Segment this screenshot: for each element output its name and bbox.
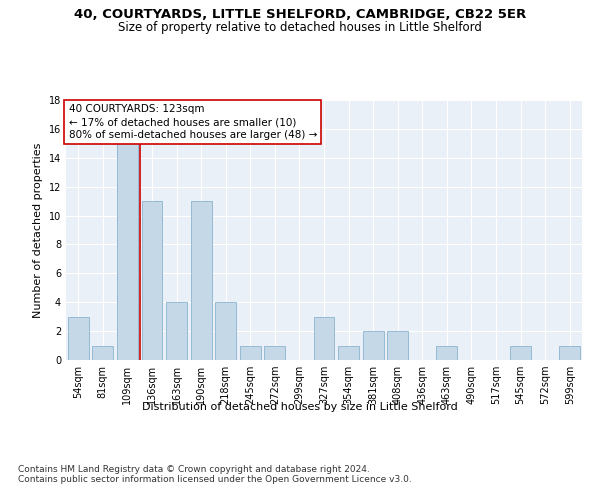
Text: 40 COURTYARDS: 123sqm
← 17% of detached houses are smaller (10)
80% of semi-deta: 40 COURTYARDS: 123sqm ← 17% of detached …	[68, 104, 317, 141]
Bar	[92, 346, 113, 360]
Bar	[166, 302, 187, 360]
Text: Distribution of detached houses by size in Little Shelford: Distribution of detached houses by size …	[142, 402, 458, 412]
Bar	[265, 346, 286, 360]
Bar	[436, 346, 457, 360]
Bar	[215, 302, 236, 360]
Bar	[510, 346, 531, 360]
Text: Size of property relative to detached houses in Little Shelford: Size of property relative to detached ho…	[118, 22, 482, 35]
Bar	[191, 201, 212, 360]
Bar	[142, 201, 163, 360]
Bar	[362, 331, 383, 360]
Text: Contains HM Land Registry data © Crown copyright and database right 2024.
Contai: Contains HM Land Registry data © Crown c…	[18, 465, 412, 484]
Y-axis label: Number of detached properties: Number of detached properties	[33, 142, 43, 318]
Bar	[314, 316, 334, 360]
Bar	[117, 144, 138, 360]
Bar	[68, 316, 89, 360]
Bar	[240, 346, 261, 360]
Bar	[387, 331, 408, 360]
Bar	[338, 346, 359, 360]
Bar	[559, 346, 580, 360]
Text: 40, COURTYARDS, LITTLE SHELFORD, CAMBRIDGE, CB22 5ER: 40, COURTYARDS, LITTLE SHELFORD, CAMBRID…	[74, 8, 526, 20]
